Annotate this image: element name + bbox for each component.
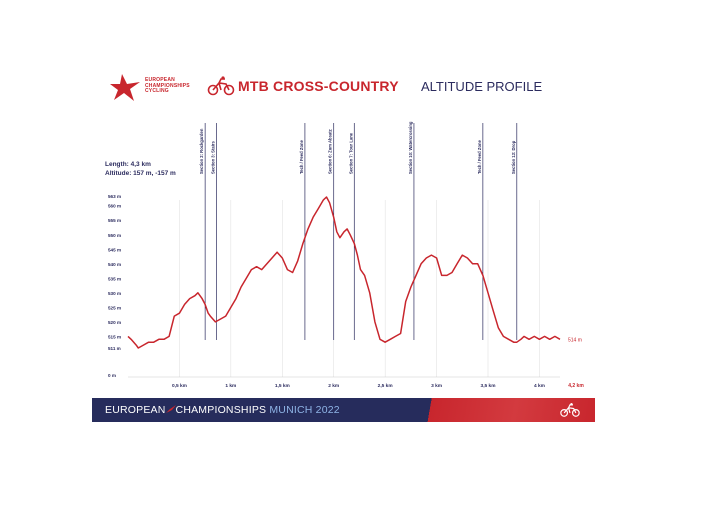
x-tick-label: 2,5 km <box>378 383 393 389</box>
mtb-rider-icon <box>560 402 580 417</box>
section-marker-label: Tech / Feed Zone <box>477 139 482 174</box>
footer-brand-right: CHAMPIONSHIPS <box>175 404 267 416</box>
section-marker-label: Section 13: Drop <box>511 140 516 174</box>
x-tick-label: 2 km <box>328 383 339 389</box>
y-tick-label: 0 m <box>108 373 116 378</box>
discipline-title: MTB CROSS-COUNTRY <box>238 78 399 94</box>
section-marker-label: Section 7: Tour Lane <box>348 132 353 174</box>
footer-city: MUNICH 2022 <box>269 404 340 416</box>
y-tick-label: 530 m <box>108 291 121 296</box>
x-tick-label: 1,5 km <box>275 383 290 389</box>
y-tick-label: 563 m <box>108 194 121 199</box>
y-tick-label: 511 m <box>108 346 121 351</box>
course-altitude: Altitude: 157 m, -157 m <box>105 170 176 177</box>
x-tick-label: 0,5 km <box>172 383 187 389</box>
x-tick-label: 1 km <box>225 383 236 389</box>
y-tick-label: 555 m <box>108 218 121 223</box>
y-tick-label: 525 m <box>108 305 121 310</box>
section-markers: Section 2: Rockgarden Section 3: Stairs Te… <box>199 121 518 340</box>
y-tick-label: 550 m <box>108 233 121 238</box>
y-tick-label: 545 m <box>108 247 121 252</box>
logo-line-1: EUROPEAN <box>145 77 175 83</box>
mtb-rider-icon <box>207 76 235 96</box>
footer-brand-left: EUROPEAN <box>105 404 166 416</box>
footer-banner: EUROPEAN CHAMPIONSHIPS MUNICH 2022 <box>92 398 595 422</box>
logo-line-3: CYCLING <box>145 88 169 94</box>
logo-wordmark: EUROPEAN CHAMPIONSHIPS CYCLING <box>145 77 205 95</box>
y-tick-label: 560 m <box>108 204 121 209</box>
european-championships-cycling-logo <box>110 74 140 101</box>
x-axis-ticks: 0,5 km 1 km 1,5 km 2 km 2,5 km 3 km 3,5 km 4 km <box>172 383 545 389</box>
section-marker-label: Section 10: Watercrossing <box>408 121 413 174</box>
logo-line-2: CHAMPIONSHIPS <box>145 82 190 89</box>
x-tick-label: 4 km <box>534 383 545 389</box>
y-tick-label: 520 m <box>108 320 121 325</box>
course-length: Length: 4,3 km <box>105 161 151 168</box>
section-marker-label: Section 2: Rockgarden <box>199 128 204 174</box>
x-tick-label: 3,5 km <box>481 383 496 389</box>
y-tick-label: 515 m <box>108 334 121 339</box>
altitude-profile-line <box>127 196 561 349</box>
course-end-distance-label: 4,2 km <box>568 383 584 389</box>
star-icon <box>165 405 176 413</box>
section-marker-label: Section 6: Zum Absatz <box>328 129 333 174</box>
section-marker-label: Tech / Feed Zone <box>299 139 304 174</box>
section-marker-label: Section 3: Stairs <box>210 141 215 174</box>
profile-title: ALTITUDE PROFILE <box>421 79 543 94</box>
y-tick-label: 535 m <box>108 276 121 281</box>
course-stats: Length: 4,3 km Altitude: 157 m, -157 m <box>105 160 176 178</box>
x-tick-label: 3 km <box>431 383 442 389</box>
chart-grid <box>179 200 540 377</box>
end-altitude-label: 514 m <box>568 337 582 343</box>
footer-wordmark: EUROPEAN CHAMPIONSHIPS MUNICH 2022 <box>105 404 340 416</box>
y-axis-ticks: 0 m 511 m 515 m 520 m 525 m 530 m 535 m 540 m 54… <box>108 194 121 378</box>
y-tick-label: 540 m <box>108 262 121 267</box>
